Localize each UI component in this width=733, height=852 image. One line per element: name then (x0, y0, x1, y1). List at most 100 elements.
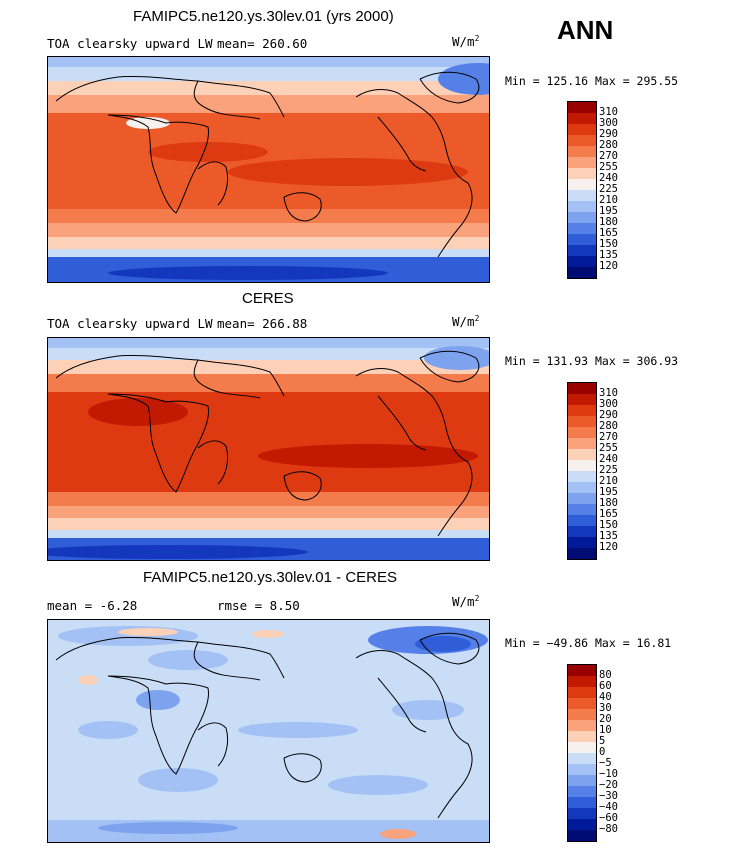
panel1-variable: TOA clearsky upward LW (47, 36, 213, 51)
panel1-colorbar-swatch (568, 256, 596, 267)
panel1-colorbar-tick-label: 150 (599, 238, 618, 250)
panel3-colorbar-swatch (568, 830, 596, 841)
panel3-colorbar-tick-label: −30 (599, 790, 618, 802)
panel2-field (48, 338, 489, 560)
panel3-colorbar-swatch (568, 819, 596, 830)
panel2-colorbar-swatch (568, 482, 596, 493)
panel3-colorbar-tick-label: −80 (599, 823, 618, 835)
panel1-colorbar-swatch (568, 190, 596, 201)
panel2-colorbar-swatch (568, 394, 596, 405)
panel1-colorbar-tick-label: 280 (599, 139, 618, 151)
panel2-colorbar-swatch (568, 405, 596, 416)
panel1-colorbar-tick-label: 225 (599, 183, 618, 195)
panel1-colorbar: 310 300 290 280 270 255 240 225 210 195 180 165 150 1… (567, 101, 618, 279)
panel1-colorbar-swatch (568, 135, 596, 146)
panel2-colorbar-swatch (568, 493, 596, 504)
panel3-colorbar: 80 60 40 30 20 10 5 0 −5 −10 −20 −30 −40 −60 −80 (567, 664, 618, 842)
panel2-colorbar-swatch (568, 460, 596, 471)
panel3-mean: mean = -6.28 (47, 598, 138, 613)
panel3-colorbar-swatch (568, 709, 596, 720)
panel1-colorbar-swatch (568, 113, 596, 124)
panel1-colorbar-swatches (567, 101, 597, 279)
panel1-colorbar-tick-label: 180 (599, 216, 618, 228)
panel2-colorbar-tick-label: 135 (599, 530, 618, 542)
panel1-colorbar-swatch (568, 157, 596, 168)
panel1-colorbar-swatch (568, 223, 596, 234)
panel3-colorbar-swatch (568, 731, 596, 742)
panel1-units: W/m2 (452, 34, 480, 49)
panel3-colorbar-swatch (568, 764, 596, 775)
panel3-colorbar-tick-label: 0 (599, 746, 606, 758)
panel1-colorbar-tick-label: 210 (599, 194, 618, 206)
panel2-colorbar-swatch (568, 471, 596, 482)
panel2-colorbar-tick-label: 195 (599, 486, 618, 498)
panel3-colorbar-tick-label: 10 (599, 724, 612, 736)
panel2-colorbar-tick-label: 240 (599, 453, 618, 465)
panel3-field (48, 620, 489, 842)
panel1-map (47, 56, 490, 283)
panel2-colorbar-tick-label: 270 (599, 431, 618, 443)
panel2-colorbar: 310 300 290 280 270 255 240 225 210 195 180 165 150 1… (567, 382, 618, 560)
panel1-colorbar-swatch (568, 212, 596, 223)
panel2-colorbar-tick-label: 180 (599, 497, 618, 509)
panel2-colorbar-tick-label: 120 (599, 541, 618, 553)
panel3-colorbar-tick-label: 30 (599, 702, 612, 714)
season-label: ANN (557, 15, 614, 45)
panel3-colorbar-tick-label: 40 (599, 691, 612, 703)
panel3-colorbar-swatch (568, 786, 596, 797)
panel3-colorbar-swatch (568, 676, 596, 687)
panel3-colorbar-tick-label: −60 (599, 812, 618, 824)
panel2-colorbar-swatch (568, 526, 596, 537)
panel2-colorbar-tick-label: 165 (599, 508, 618, 520)
panel3-title: FAMIPC5.ne120.ys.30lev.01 - CERES (143, 569, 398, 586)
panel2-colorbar-swatch (568, 449, 596, 460)
panel3-colorbar-tick-label: 5 (599, 735, 606, 747)
panel2-map (47, 337, 490, 561)
panel1-colorbar-tick-label: 310 (599, 106, 618, 118)
panel1-minmax: Min = 125.16 Max = 295.55 (505, 74, 679, 88)
panel1-colorbar-tick-label: 255 (599, 161, 618, 173)
panel3-colorbar-swatches (567, 664, 597, 842)
panel2-colorbar-swatch (568, 504, 596, 515)
panel3-colorbar-swatch (568, 665, 596, 676)
panel1-title: FAMIPC5.ne120.ys.30lev.01 (yrs 2000) (133, 8, 394, 25)
panel3-colorbar-swatch (568, 720, 596, 731)
panel2-minmax: Min = 131.93 Max = 306.93 (505, 354, 679, 368)
panel1-colorbar-tick-label: 270 (599, 150, 618, 162)
panel3-colorbar-tick-label: −5 (599, 757, 612, 769)
panel1-colorbar-tick-label: 300 (599, 117, 618, 129)
panel1-colorbar-tick-label: 240 (599, 172, 618, 184)
panel2-colorbar-swatches (567, 382, 597, 560)
panel1-colorbar-tick-label: 135 (599, 249, 618, 261)
panel2-title: CERES (242, 290, 294, 307)
panel2-colorbar-swatch (568, 537, 596, 548)
panel2-colorbar-tick-label: 225 (599, 464, 618, 476)
panel3-colorbar-swatch (568, 753, 596, 764)
panel2-colorbar-swatch (568, 515, 596, 526)
panel3-colorbar-tick-label: 20 (599, 713, 612, 725)
panel3-colorbar-tick-label: −40 (599, 801, 618, 813)
panel3-colorbar-swatch (568, 698, 596, 709)
panel2-variable: TOA clearsky upward LW (47, 316, 213, 331)
panel1-colorbar-swatch (568, 245, 596, 256)
panel1-colorbar-swatch (568, 124, 596, 135)
panel2-colorbar-swatch (568, 438, 596, 449)
panel2-colorbar-tick-label: 310 (599, 387, 618, 399)
panel3-colorbar-tick-label: 60 (599, 680, 612, 692)
panel2-colorbar-tick-label: 150 (599, 519, 618, 531)
panel2-colorbar-swatch (568, 416, 596, 427)
panel3-units: W/m2 (452, 594, 480, 609)
panel2-colorbar-swatch (568, 383, 596, 394)
panel1-field (48, 57, 489, 282)
panel2-units: W/m2 (452, 314, 480, 329)
panel3-colorbar-swatch (568, 797, 596, 808)
panel1-colorbar-swatch (568, 179, 596, 190)
panel3-colorbar-swatch (568, 687, 596, 698)
panel1-colorbar-swatch (568, 201, 596, 212)
panel1-colorbar-tick-label: 195 (599, 205, 618, 217)
panel3-colorbar-swatch (568, 742, 596, 753)
panel2-colorbar-tick-label: 280 (599, 420, 618, 432)
panel2-colorbar-tick-label: 210 (599, 475, 618, 487)
panel1-colorbar-swatch (568, 146, 596, 157)
panel3-colorbar-swatch (568, 775, 596, 786)
